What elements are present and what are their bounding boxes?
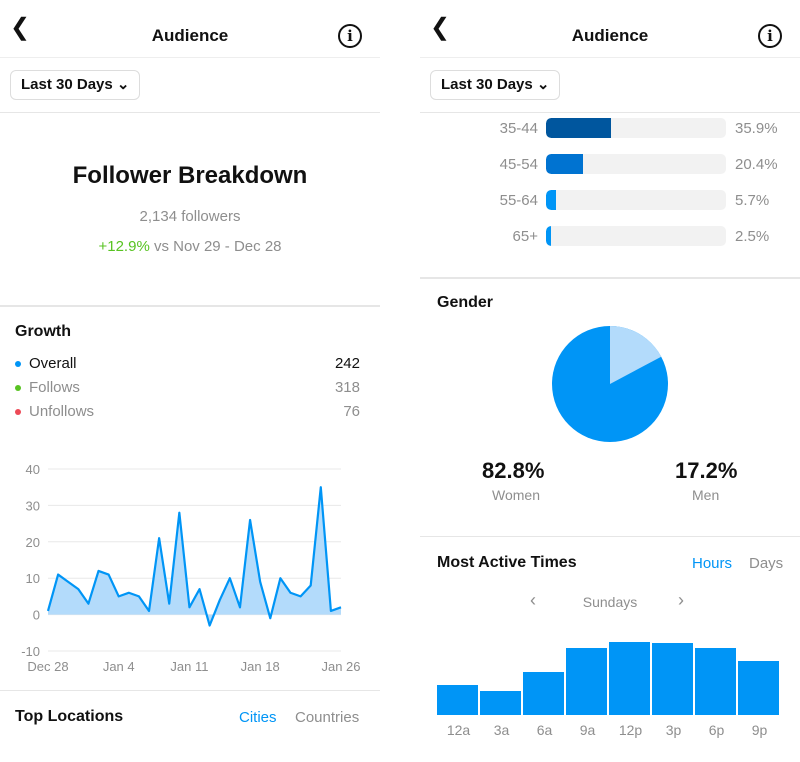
growth-title: Growth: [15, 323, 71, 340]
x-tick-label: Jan 18: [241, 659, 280, 674]
hour-label: 6a: [536, 722, 553, 738]
pie-slice-men: [610, 326, 662, 384]
age-bar-fill: [546, 190, 557, 210]
age-bar-track: [546, 154, 726, 174]
header: ❮ Audience i: [420, 0, 800, 58]
chevron-down-icon: ⌄: [536, 76, 550, 93]
hour-bar: [738, 661, 779, 715]
right-panel: ❮ Audience i Last 30 Days ⌄ 35-44 35.9% 4…: [420, 0, 800, 762]
hour-bar: [437, 685, 478, 715]
x-tick-label: Jan 11: [170, 659, 208, 674]
date-range-dropdown[interactable]: Last 30 Days ⌄: [430, 70, 561, 100]
hour-bar: [480, 691, 521, 715]
y-tick-label: 40: [26, 462, 40, 477]
tab-hours[interactable]: Hours: [692, 555, 733, 572]
age-bar-fill: [546, 154, 583, 174]
age-bar-track: [546, 190, 726, 210]
age-bar-fill: [546, 226, 551, 246]
women-label: Women: [492, 487, 540, 503]
compare-period: vs Nov 29 - Dec 28: [149, 238, 282, 255]
series-line: [46, 486, 342, 627]
tab-days[interactable]: Days: [749, 555, 784, 572]
date-range-label: Last 30 Days: [21, 76, 113, 93]
y-tick-label: 20: [26, 535, 40, 550]
growth-value: 242: [334, 355, 360, 372]
info-icon[interactable]: i: [758, 24, 782, 48]
prev-day-icon[interactable]: ‹: [530, 590, 536, 610]
growth-item: Follows: [15, 379, 80, 396]
x-tick-label: Dec 28: [27, 659, 68, 674]
growth-value: 318: [334, 379, 360, 396]
age-percent: 5.7%: [735, 192, 770, 209]
x-tick-label: Jan 4: [103, 659, 135, 674]
change-percent: +12.9%: [98, 238, 150, 255]
hour-label: 9p: [751, 722, 768, 738]
area-fill: [48, 487, 341, 626]
growth-item: Overall: [15, 355, 77, 372]
date-range-dropdown[interactable]: Last 30 Days ⌄: [10, 70, 141, 100]
active-times-title: Most Active Times: [437, 554, 577, 571]
hour-label: 3p: [665, 722, 682, 738]
gender-title: Gender: [437, 294, 494, 311]
legend-dot-icon: [15, 409, 21, 416]
growth-label: Unfollows: [29, 403, 95, 420]
gender-pie-chart: [552, 326, 668, 442]
tab-countries[interactable]: Countries: [295, 709, 360, 726]
follower-count: 2,134 followers: [139, 208, 241, 225]
page-title: Audience: [151, 26, 229, 45]
hour-bar: [523, 672, 564, 715]
age-percent: 35.9%: [735, 120, 778, 137]
legend-dot-icon: [15, 361, 21, 368]
y-tick-label: -10: [21, 644, 40, 659]
age-bar-track: [546, 226, 726, 246]
chevron-down-icon: ⌄: [116, 76, 130, 93]
tab-cities[interactable]: Cities: [239, 709, 277, 726]
hour-bar: [652, 643, 693, 715]
men-label: Men: [692, 487, 720, 503]
hour-label: 6p: [708, 722, 725, 738]
age-bar-fill: [546, 118, 611, 138]
age-percent: 20.4%: [735, 156, 778, 173]
hour-label: 3a: [493, 722, 510, 738]
follower-change: +12.9% vs Nov 29 - Dec 28: [0, 238, 380, 255]
y-tick-label: 10: [26, 571, 40, 586]
y-tick-label: 30: [26, 498, 40, 513]
date-range-label: Last 30 Days: [441, 76, 533, 93]
age-label: 35-44: [499, 120, 538, 137]
top-locations-title: Top Locations: [15, 708, 124, 725]
hour-label: 12p: [618, 722, 643, 738]
section-title: Follower Breakdown: [72, 162, 308, 189]
back-icon[interactable]: ❮: [430, 14, 451, 41]
women-percent: 82.8%: [482, 458, 545, 483]
day-label: Sundays: [582, 594, 638, 610]
age-bar-track: [546, 118, 726, 138]
hour-label: 12a: [446, 722, 471, 738]
hour-label: 9a: [579, 722, 596, 738]
next-day-icon[interactable]: ›: [678, 590, 684, 610]
age-label: 65+: [512, 228, 538, 245]
men-percent: 17.2%: [675, 458, 738, 483]
hour-bar: [566, 648, 607, 715]
legend-dot-icon: [15, 385, 21, 392]
header: ❮ Audience i: [0, 0, 380, 58]
growth-item: Unfollows: [15, 403, 94, 420]
age-label: 45-54: [499, 156, 538, 173]
back-icon[interactable]: ❮: [10, 14, 31, 41]
x-tick-label: Jan 26: [321, 659, 360, 674]
y-tick-label: 0: [33, 608, 40, 623]
info-icon[interactable]: i: [338, 24, 362, 48]
growth-label: Overall: [29, 355, 77, 372]
page-title: Audience: [571, 26, 649, 45]
growth-label: Follows: [29, 379, 80, 396]
hour-bar: [609, 642, 650, 715]
age-label: 55-64: [499, 192, 538, 209]
hour-bar: [695, 648, 736, 715]
left-panel: ❮ Audience i Last 30 Days ⌄ Follower Bre…: [0, 0, 380, 762]
growth-value: 76: [343, 403, 360, 420]
age-percent: 2.5%: [735, 228, 770, 245]
